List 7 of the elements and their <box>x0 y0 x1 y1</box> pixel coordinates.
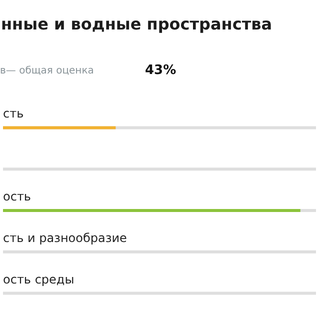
chart-subtitle: в— общая оценка <box>0 66 94 76</box>
y-tick-label: ость <box>3 190 32 204</box>
y-tick-label: ость среды <box>3 272 74 286</box>
chart-title: нные и водные пространства <box>1 14 272 34</box>
y-tick-label: сть и разнообразие <box>3 230 127 245</box>
y-tick-label: сть <box>3 106 24 121</box>
text: 43% <box>145 63 176 78</box>
